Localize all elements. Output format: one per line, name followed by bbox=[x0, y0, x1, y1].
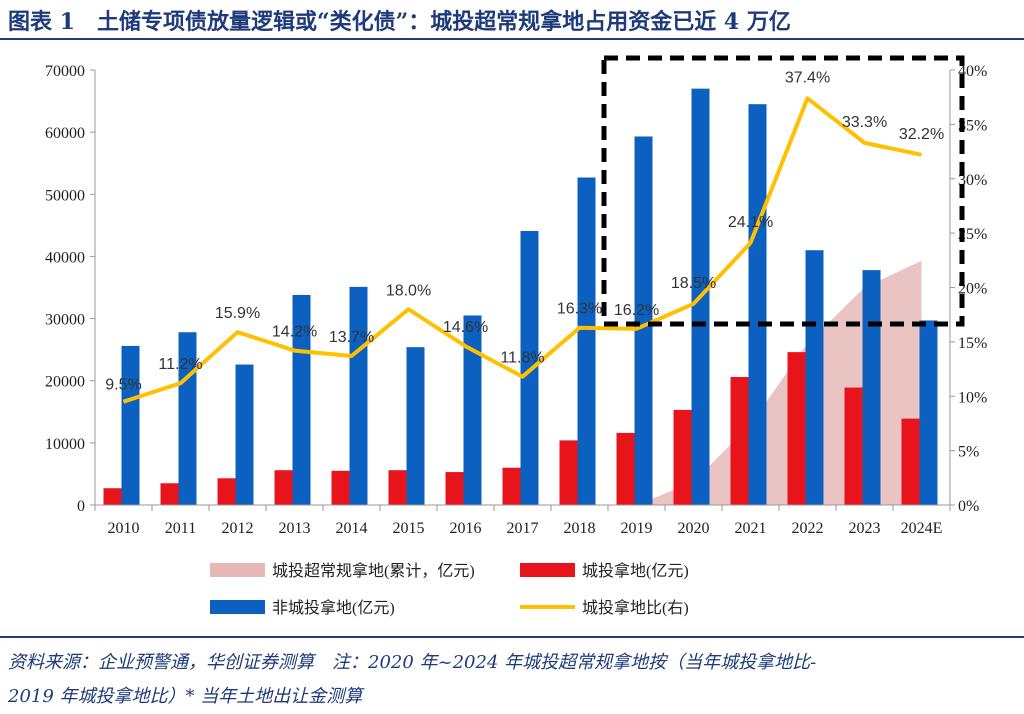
bar-chengtou-2015 bbox=[388, 470, 407, 505]
bar-non-chengtou-2023 bbox=[862, 270, 881, 505]
x-tick-label: 2024E bbox=[901, 520, 943, 537]
data-label-2011: 11.2% bbox=[158, 356, 202, 373]
data-label-2012: 15.9% bbox=[215, 305, 260, 322]
bar-chengtou-2018 bbox=[559, 440, 578, 505]
x-tick-label: 2018 bbox=[564, 520, 596, 537]
left-tick-label: 70000 bbox=[45, 63, 85, 80]
data-label-2018: 16.3% bbox=[557, 301, 602, 318]
data-label-2019: 16.2% bbox=[614, 302, 659, 319]
x-tick-label: 2020 bbox=[678, 520, 710, 537]
bar-chengtou-2023 bbox=[844, 387, 863, 505]
bar-non-chengtou-2024E bbox=[919, 320, 938, 505]
data-label-2017: 11.8% bbox=[500, 350, 544, 367]
left-tick-label: 10000 bbox=[45, 436, 85, 453]
x-tick-label: 2012 bbox=[222, 520, 254, 537]
source-note: 资料来源：企业预警通，华创证券测算 注：2020 年~2024 年城投超常规拿地… bbox=[8, 646, 1013, 714]
bar-chengtou-2022 bbox=[787, 352, 806, 505]
data-label-2020: 18.5% bbox=[671, 275, 716, 292]
bar-chengtou-2021 bbox=[730, 376, 749, 505]
bar-non-chengtou-2013 bbox=[292, 294, 311, 505]
right-tick-label: 10% bbox=[958, 389, 987, 406]
data-label-2023: 33.3% bbox=[842, 114, 887, 131]
right-tick-label: 15% bbox=[958, 335, 987, 352]
bar-non-chengtou-2021 bbox=[748, 104, 767, 505]
bar-non-chengtou-2016 bbox=[463, 315, 482, 505]
bar-non-chengtou-2014 bbox=[349, 286, 368, 505]
bar-chengtou-2012 bbox=[217, 478, 236, 505]
bar-non-chengtou-2012 bbox=[235, 364, 254, 505]
title-divider bbox=[0, 38, 1024, 40]
data-label-2015: 18.0% bbox=[386, 282, 431, 299]
bar-non-chengtou-2010 bbox=[121, 345, 140, 505]
title-bar: 图表 1 土储专项债放量逻辑或“类化债”：城投超常规拿地占用资金已近 4 万亿 bbox=[0, 0, 1024, 40]
data-label-2014: 13.7% bbox=[329, 329, 374, 346]
data-label-2010: 9.5% bbox=[105, 377, 141, 394]
legend-label-pink: 城投超常规拿地(累计，亿元) bbox=[272, 561, 475, 580]
bar-chengtou-2016 bbox=[445, 472, 464, 505]
data-label-2021: 24.1% bbox=[728, 214, 773, 231]
bar-chengtou-2024E bbox=[901, 418, 920, 505]
bar-non-chengtou-2018 bbox=[577, 177, 596, 505]
bar-chengtou-2019 bbox=[616, 432, 635, 505]
bar-chengtou-2013 bbox=[274, 470, 293, 505]
data-label-2024E: 32.2% bbox=[899, 126, 944, 143]
right-tick-label: 25% bbox=[958, 226, 987, 243]
right-tick-label: 35% bbox=[958, 117, 987, 134]
footer-divider bbox=[0, 636, 1024, 638]
x-tick-label: 2014 bbox=[336, 520, 368, 537]
x-tick-label: 2022 bbox=[792, 520, 824, 537]
right-tick-label: 30% bbox=[958, 172, 987, 189]
left-tick-label: 60000 bbox=[45, 125, 85, 142]
x-tick-label: 2015 bbox=[393, 520, 425, 537]
legend-label-red: 城投拿地(亿元) bbox=[582, 561, 689, 580]
combo-chart: 0 10000 20000 30000 40000 50000 60000 70000 0% 5%… bbox=[45, 55, 987, 617]
x-tick-label: 2019 bbox=[621, 520, 653, 537]
bar-non-chengtou-2017 bbox=[520, 230, 539, 505]
bar-chengtou-2011 bbox=[160, 483, 179, 505]
legend-swatch-blue bbox=[210, 600, 265, 614]
bar-chengtou-2020 bbox=[673, 409, 692, 505]
left-tick-label: 20000 bbox=[45, 374, 85, 391]
legend-label-yellow: 城投拿地比(右) bbox=[582, 598, 689, 617]
bar-chengtou-2010 bbox=[103, 488, 122, 505]
x-tick-label: 2023 bbox=[849, 520, 881, 537]
legend-swatch-red bbox=[520, 563, 575, 577]
left-tick-label: 0 bbox=[77, 498, 85, 515]
bar-chengtou-2017 bbox=[502, 467, 521, 505]
source-line-2: 2019 年城投拿地比）* 当年土地出让金测算 bbox=[8, 686, 363, 707]
bar-non-chengtou-2015 bbox=[406, 347, 425, 505]
right-tick-label: 20% bbox=[958, 281, 987, 298]
x-tick-label: 2021 bbox=[735, 520, 767, 537]
data-label-2013: 14.2% bbox=[272, 324, 317, 341]
data-label-2016: 14.6% bbox=[443, 319, 488, 336]
right-tick-label: 5% bbox=[958, 444, 979, 461]
bar-non-chengtou-2019 bbox=[634, 136, 653, 505]
page-title: 图表 1 土储专项债放量逻辑或“类化债”：城投超常规拿地占用资金已近 4 万亿 bbox=[8, 9, 791, 35]
legend-swatch-pink bbox=[210, 563, 265, 577]
x-tick-label: 2011 bbox=[165, 520, 196, 537]
left-tick-label: 50000 bbox=[45, 187, 85, 204]
x-tick-label: 2013 bbox=[279, 520, 311, 537]
legend-label-blue: 非城投拿地(亿元) bbox=[272, 598, 395, 617]
x-tick-label: 2010 bbox=[108, 520, 140, 537]
data-label-2022: 37.4% bbox=[785, 69, 830, 86]
left-tick-label: 30000 bbox=[45, 312, 85, 329]
bar-chengtou-2014 bbox=[331, 470, 350, 505]
x-tick-label: 2016 bbox=[450, 520, 482, 537]
right-tick-label: 40% bbox=[958, 63, 987, 80]
left-tick-label: 40000 bbox=[45, 249, 85, 266]
source-line-1: 资料来源：企业预警通，华创证券测算 注：2020 年~2024 年城投超常规拿地… bbox=[8, 652, 817, 673]
right-tick-label: 0% bbox=[958, 498, 979, 515]
x-tick-label: 2017 bbox=[507, 520, 539, 537]
bar-non-chengtou-2022 bbox=[805, 250, 824, 505]
highlight-dashed-box bbox=[601, 55, 965, 327]
line-series-ratio bbox=[122, 96, 922, 404]
